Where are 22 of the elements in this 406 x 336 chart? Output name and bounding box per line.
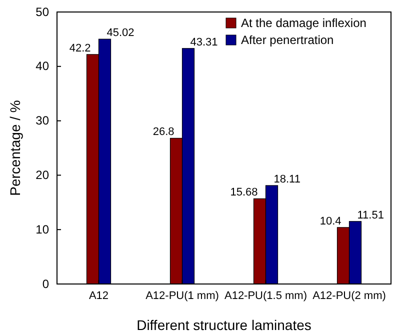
legend-label: At the damage inflexion: [241, 16, 366, 30]
data-label: 11.51: [357, 209, 384, 222]
data-label: 26.8: [152, 126, 174, 138]
x-tick-label: A12-PU(2 mm): [312, 290, 386, 302]
data-label: 18.11: [274, 173, 300, 186]
data-label: 10.4: [320, 215, 342, 228]
data-label: 15.68: [230, 186, 258, 199]
data-label: 45.02: [106, 27, 134, 40]
y-tick-label: 50: [36, 4, 50, 19]
y-tick-label: 40: [36, 59, 50, 74]
x-tick-label: A12: [88, 290, 109, 302]
y-tick-label: 20: [36, 168, 50, 182]
x-tick-label: A12-PU(1 mm): [146, 290, 219, 302]
x-axis-title: Different structure laminates: [136, 317, 312, 333]
y-tick-label: 30: [36, 114, 50, 128]
x-tick-label: A12-PU(1.5 mm): [224, 290, 308, 302]
y-tick-label: 0: [42, 276, 50, 291]
y-tick-label: 10: [36, 222, 50, 236]
data-label: 42.2: [69, 42, 91, 54]
data-label: 43.31: [190, 36, 218, 48]
y-axis-title: Percentage / %: [7, 100, 23, 196]
legend-label: After penertration: [241, 33, 334, 47]
